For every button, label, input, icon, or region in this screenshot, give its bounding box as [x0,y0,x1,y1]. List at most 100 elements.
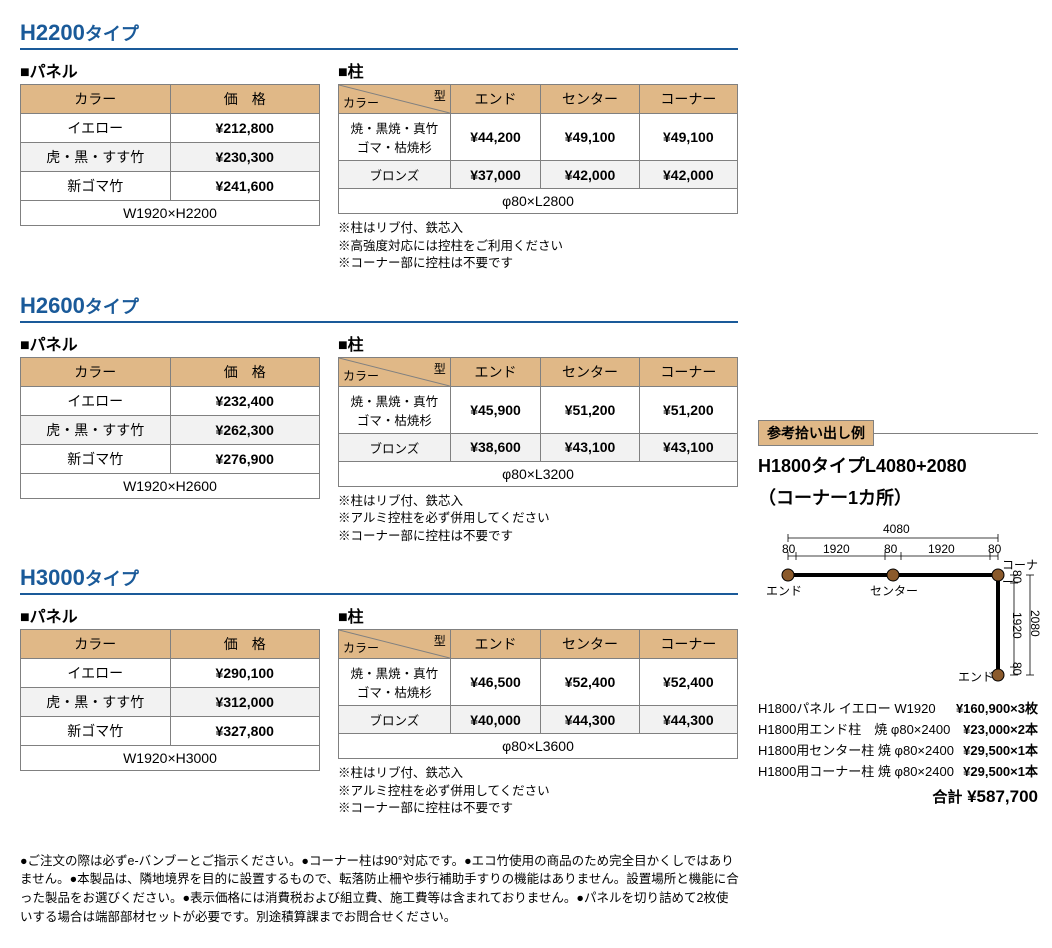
panel-color-cell: 新ゴマ竹 [21,172,171,201]
example-total: 合計 ¥587,700 [758,786,1038,807]
post-price-cell: ¥49,100 [541,114,639,161]
post-table: カラー型エンドセンターコーナー焼・黒焼・真竹 ゴマ・枯焼杉¥46,500¥52,… [338,629,738,759]
panel-header: パネル [20,603,320,627]
panel-price-cell: ¥212,800 [170,114,320,143]
panel-block: パネルカラー価 格イエロー¥290,100虎・黒・すす竹¥312,000新ゴマ竹… [20,603,320,771]
post-price-cell: ¥44,300 [541,706,639,734]
diagram-label: 1920 [823,542,850,556]
type-section: H2600タイプパネルカラー価 格イエロー¥232,400虎・黒・すす竹¥262… [20,293,738,546]
post-note-line: ※アルミ控柱を必ず併用してください [338,783,738,801]
diagram-label: エンド [766,582,802,599]
tables-row: パネルカラー価 格イエロー¥290,100虎・黒・すす竹¥312,000新ゴマ竹… [20,603,738,818]
example-title: 参考拾い出し例 [758,420,874,446]
example-total-amount: ¥587,700 [962,787,1038,806]
diag-label-a: カラー [343,94,379,111]
post-label-cell: 焼・黒焼・真竹 ゴマ・枯焼杉 [339,114,451,161]
post-col-header: エンド [450,85,541,114]
post-price-cell: ¥46,500 [450,659,541,706]
post-header: 柱 [338,603,738,627]
diag-label-b: 型 [434,87,446,104]
panel-color-cell: イエロー [21,659,171,688]
panel-price-cell: ¥276,900 [170,444,320,473]
post-table: カラー型エンドセンターコーナー焼・黒焼・真竹 ゴマ・枯焼杉¥44,200¥49,… [338,84,738,214]
panel-block: パネルカラー価 格イエロー¥232,400虎・黒・すす竹¥262,300新ゴマ竹… [20,331,320,499]
panel-table: カラー価 格イエロー¥232,400虎・黒・すす竹¥262,300新ゴマ竹¥27… [20,357,320,499]
panel-col-header: 価 格 [170,85,320,114]
diag-label-b: 型 [434,360,446,377]
post-col-header: コーナー [639,85,737,114]
diag-label-a: カラー [343,367,379,384]
post-col-header: コーナー [639,357,737,386]
example-title-row: 参考拾い出し例 [758,420,1038,446]
post-header: 柱 [338,331,738,355]
panel-color-cell: 虎・黒・すす竹 [21,143,171,172]
post-price-cell: ¥43,100 [639,433,737,461]
post-price-cell: ¥51,200 [639,386,737,433]
post-label-cell: 焼・黒焼・真竹 ゴマ・枯焼杉 [339,659,451,706]
panel-color-cell: 虎・黒・すす竹 [21,415,171,444]
diagram-label: 80 [1010,662,1024,675]
post-col-header: センター [541,85,639,114]
diag-label-a: カラー [343,639,379,656]
type-title-main: H2200 [20,20,85,45]
main-row: H2200タイプパネルカラー価 格イエロー¥212,800虎・黒・すす竹¥230… [20,20,1032,838]
type-title: H3000タイプ [20,565,738,595]
post-label-cell: ブロンズ [339,161,451,189]
post-price-cell: ¥43,100 [541,433,639,461]
example-line1: H1800タイプL4080+2080 [758,452,1038,478]
post-price-cell: ¥52,400 [639,659,737,706]
panel-col-header: カラー [21,630,171,659]
panel-footer: W1920×H2200 [21,201,320,226]
post-price-cell: ¥49,100 [639,114,737,161]
example-item: H1800用コーナー柱 焼 φ80×2400¥29,500×1本 [758,761,1038,780]
example-item-amt: ¥29,500×1本 [957,761,1038,780]
example-item-desc: H1800用エンド柱 焼 φ80×2400 [758,719,957,738]
panel-footer: W1920×H2600 [21,473,320,498]
post-label-cell: ブロンズ [339,706,451,734]
post-notes: ※柱はリブ付、鉄芯入※アルミ控柱を必ず併用してください※コーナー部に控柱は不要で… [338,765,738,818]
post-price-cell: ¥45,900 [450,386,541,433]
post-footer: φ80×L3600 [339,734,738,759]
post-price-cell: ¥42,000 [541,161,639,189]
post-block: 柱カラー型エンドセンターコーナー焼・黒焼・真竹 ゴマ・枯焼杉¥45,900¥51… [338,331,738,546]
post-price-cell: ¥42,000 [639,161,737,189]
panel-price-cell: ¥262,300 [170,415,320,444]
panel-price-cell: ¥230,300 [170,143,320,172]
post-header: 柱 [338,58,738,82]
type-title-suffix: タイプ [85,24,139,44]
panel-price-cell: ¥312,000 [170,688,320,717]
example-item: H1800パネル イエロー W1920¥160,900×3枚 [758,698,1038,717]
example-item-amt: ¥160,900×3枚 [950,698,1038,717]
diagram-label: 2080 [1028,610,1042,637]
panel-price-cell: ¥327,800 [170,717,320,746]
post-price-cell: ¥40,000 [450,706,541,734]
post-diag-header: カラー 型 [339,85,451,114]
diagram-label: 1920 [928,542,955,556]
example-item: H1800用エンド柱 焼 φ80×2400¥23,000×2本 [758,719,1038,738]
post-table: カラー型エンドセンターコーナー焼・黒焼・真竹 ゴマ・枯焼杉¥45,900¥51,… [338,357,738,487]
post-price-cell: ¥44,300 [639,706,737,734]
tables-row: パネルカラー価 格イエロー¥212,800虎・黒・すす竹¥230,300新ゴマ竹… [20,58,738,273]
post-price-cell: ¥52,400 [541,659,639,706]
post-notes: ※柱はリブ付、鉄芯入※高強度対応には控柱をご利用ください※コーナー部に控柱は不要… [338,220,738,273]
example-item-amt: ¥23,000×2本 [957,719,1038,738]
post-note-line: ※アルミ控柱を必ず併用してください [338,510,738,528]
tables-row: パネルカラー価 格イエロー¥232,400虎・黒・すす竹¥262,300新ゴマ竹… [20,331,738,546]
panel-color-cell: 虎・黒・すす竹 [21,688,171,717]
example-item: H1800用センター柱 焼 φ80×2400¥29,500×1本 [758,740,1038,759]
post-price-cell: ¥38,600 [450,433,541,461]
diagram-label: 80 [782,542,795,556]
post-diag-header: カラー型 [339,630,451,659]
diagram-label: 80 [988,542,1001,556]
post-label-cell: ブロンズ [339,433,451,461]
post-label-cell: 焼・黒焼・真竹 ゴマ・枯焼杉 [339,386,451,433]
panel-color-cell: イエロー [21,386,171,415]
post-note-line: ※柱はリブ付、鉄芯入 [338,220,738,238]
example-diagram: 408080192080192080コーナーエンドセンターエンド20808019… [758,520,1038,690]
panel-price-cell: ¥232,400 [170,386,320,415]
example-rule [874,433,1038,434]
panel-color-cell: 新ゴマ竹 [21,717,171,746]
panel-color-cell: イエロー [21,114,171,143]
right-column: 参考拾い出し例H1800タイプL4080+2080（コーナー1カ所）408080… [758,20,1038,838]
panel-col-header: 価 格 [170,357,320,386]
